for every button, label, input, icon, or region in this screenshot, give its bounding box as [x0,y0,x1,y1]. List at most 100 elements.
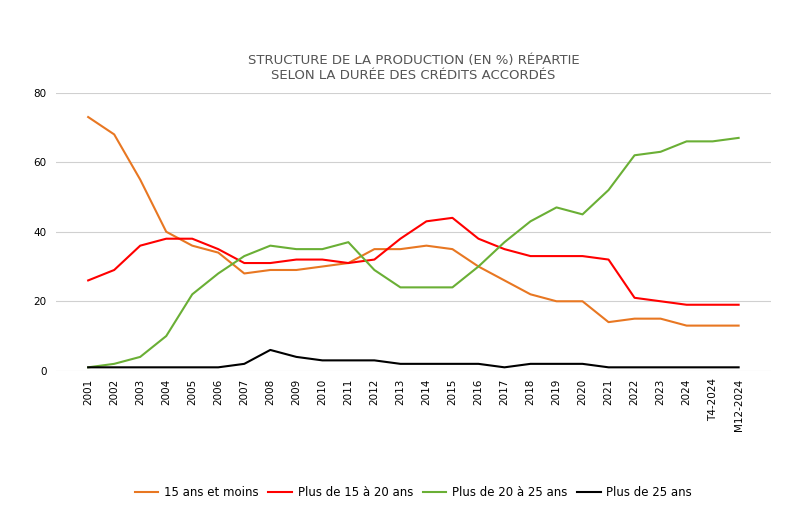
Plus de 20 à 25 ans [214,270,223,277]
Plus de 25 ans [370,357,379,364]
Plus de 15 à 20 ans [500,246,510,252]
15 ans et moins [239,270,249,277]
15 ans et moins [708,322,717,329]
Plus de 25 ans [214,364,223,370]
Plus de 20 à 25 ans [266,243,275,249]
Line: Plus de 15 à 20 ans: Plus de 15 à 20 ans [88,218,739,305]
15 ans et moins [603,319,613,325]
Plus de 20 à 25 ans [239,253,249,259]
Plus de 20 à 25 ans [110,360,119,367]
Plus de 15 à 20 ans [83,277,93,283]
Plus de 25 ans [292,354,301,360]
15 ans et moins [110,131,119,138]
Plus de 25 ans [682,364,692,370]
15 ans et moins [734,322,743,329]
Plus de 20 à 25 ans [630,152,639,159]
Legend: 15 ans et moins, Plus de 15 à 20 ans, Plus de 20 à 25 ans, Plus de 25 ans: 15 ans et moins, Plus de 15 à 20 ans, Pl… [130,482,697,504]
Plus de 25 ans [630,364,639,370]
15 ans et moins [630,316,639,322]
Plus de 20 à 25 ans [525,218,535,225]
Plus de 25 ans [603,364,613,370]
15 ans et moins [421,243,431,249]
Plus de 20 à 25 ans [656,149,665,155]
Plus de 25 ans [525,360,535,367]
Plus de 15 à 20 ans [214,246,223,252]
Plus de 25 ans [188,364,197,370]
15 ans et moins [448,246,457,252]
Plus de 25 ans [578,360,588,367]
Plus de 20 à 25 ans [734,135,743,141]
15 ans et moins [292,267,301,273]
15 ans et moins [83,114,93,120]
Plus de 15 à 20 ans [656,298,665,304]
Plus de 15 à 20 ans [110,267,119,273]
Plus de 15 à 20 ans [370,256,379,263]
Title: STRUCTURE DE LA PRODUCTION (EN %) RÉPARTIE
SELON LA DURÉE DES CRÉDITS ACCORDÉS: STRUCTURE DE LA PRODUCTION (EN %) RÉPART… [247,54,580,82]
Plus de 15 à 20 ans [135,243,145,249]
Plus de 20 à 25 ans [317,246,327,252]
Plus de 20 à 25 ans [500,239,510,245]
Plus de 15 à 20 ans [603,256,613,263]
Plus de 20 à 25 ans [396,284,405,290]
15 ans et moins [188,243,197,249]
Plus de 20 à 25 ans [370,267,379,273]
Plus de 25 ans [421,360,431,367]
Plus de 25 ans [734,364,743,370]
Plus de 15 à 20 ans [239,260,249,266]
Plus de 15 à 20 ans [421,218,431,225]
Plus de 25 ans [500,364,510,370]
Plus de 20 à 25 ans [708,139,717,145]
Plus de 20 à 25 ans [292,246,301,252]
15 ans et moins [656,316,665,322]
Plus de 15 à 20 ans [448,215,457,221]
15 ans et moins [578,298,588,304]
15 ans et moins [214,250,223,256]
Plus de 25 ans [266,347,275,353]
Plus de 25 ans [110,364,119,370]
15 ans et moins [161,229,171,235]
Plus de 25 ans [656,364,665,370]
Plus de 20 à 25 ans [448,284,457,290]
Plus de 15 à 20 ans [708,302,717,308]
Plus de 15 à 20 ans [525,253,535,259]
Plus de 15 à 20 ans [266,260,275,266]
Plus de 25 ans [396,360,405,367]
Plus de 25 ans [161,364,171,370]
Plus de 20 à 25 ans [421,284,431,290]
Plus de 20 à 25 ans [343,239,353,245]
15 ans et moins [266,267,275,273]
Plus de 15 à 20 ans [292,256,301,263]
15 ans et moins [474,264,483,270]
Line: Plus de 20 à 25 ans: Plus de 20 à 25 ans [88,138,739,367]
15 ans et moins [135,177,145,183]
Plus de 15 à 20 ans [188,236,197,242]
15 ans et moins [525,291,535,298]
Plus de 15 à 20 ans [474,236,483,242]
15 ans et moins [343,260,353,266]
Plus de 25 ans [83,364,93,370]
Plus de 15 à 20 ans [317,256,327,263]
Plus de 15 à 20 ans [734,302,743,308]
Plus de 15 à 20 ans [552,253,561,259]
Plus de 25 ans [474,360,483,367]
Plus de 25 ans [239,360,249,367]
Plus de 20 à 25 ans [682,139,692,145]
Plus de 20 à 25 ans [135,354,145,360]
Plus de 15 à 20 ans [630,295,639,301]
Plus de 20 à 25 ans [83,364,93,370]
Plus de 20 à 25 ans [578,211,588,217]
Plus de 25 ans [343,357,353,364]
15 ans et moins [396,246,405,252]
Plus de 25 ans [135,364,145,370]
15 ans et moins [682,322,692,329]
Plus de 20 à 25 ans [188,291,197,298]
Plus de 15 à 20 ans [682,302,692,308]
Plus de 15 à 20 ans [578,253,588,259]
15 ans et moins [317,264,327,270]
Plus de 25 ans [448,360,457,367]
Plus de 25 ans [317,357,327,364]
Plus de 25 ans [552,360,561,367]
Line: Plus de 25 ans: Plus de 25 ans [88,350,739,367]
15 ans et moins [500,277,510,283]
Line: 15 ans et moins: 15 ans et moins [88,117,739,325]
